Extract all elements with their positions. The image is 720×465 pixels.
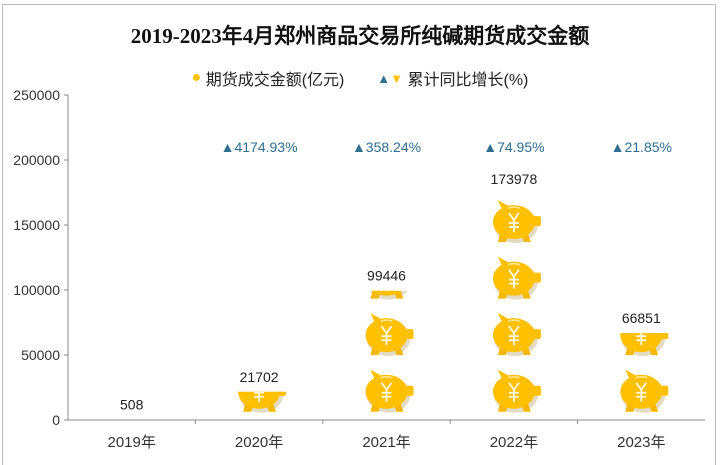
piggy-bank-yen-icon [492,255,542,301]
piggy-bank-yen-icon [492,199,542,244]
y-tick-label: 100000 [13,282,60,298]
y-tick-label: 200000 [13,152,60,168]
legend: ● 期货成交金额(亿元) ▲▼ 累计同比增长(%) [0,66,720,90]
growth-label: ▲74.95% [483,139,544,155]
legend-up-triangle-icon: ▲ [377,70,391,86]
x-tick-label: 2023年 [617,434,665,451]
piggy-bank-yen-icon [492,312,542,358]
piggy-bank-yen-icon [364,312,415,358]
piggy-bank-yen-icon [492,368,542,414]
y-tick-label: 150000 [13,217,60,233]
y-tick-label: 50000 [21,347,60,363]
legend-growth-label: 累计同比增长(%) [407,72,529,89]
y-tick-label: 250000 [13,87,60,103]
chart-title: 2019-2023年4月郑州商品交易所纯碱期货成交金额 [130,24,590,48]
bar-4 [619,333,670,414]
x-tick-label: 2020年 [235,434,283,451]
growth-label: ▲358.24% [352,139,421,155]
piggy-bank-yen-icon [619,368,670,414]
data-label: 173978 [491,171,538,187]
x-tick-label: 2019年 [108,434,156,451]
growth-label: ▲21.85% [611,139,672,155]
growth-label: ▲4174.93% [221,139,298,155]
data-label: 66851 [622,310,661,326]
data-label: 99446 [367,268,406,284]
x-tick-label: 2022年 [490,434,538,451]
piggy-bank-yen-icon [364,368,415,414]
chart-plot: 0 50000 100000 150000 200000 250000 2019年 508 20… [13,87,705,451]
data-label: 508 [120,396,144,412]
data-label: 21702 [240,369,279,385]
bar-3 [492,199,542,414]
legend-down-triangle-icon: ▼ [390,70,404,86]
x-tick-label: 2021年 [362,434,410,451]
legend-amount-label: 期货成交金额(亿元) [205,72,345,89]
legend-piggy-icon: ● [191,69,202,86]
y-tick-label: 0 [52,412,60,428]
chart-frame [2,4,716,465]
